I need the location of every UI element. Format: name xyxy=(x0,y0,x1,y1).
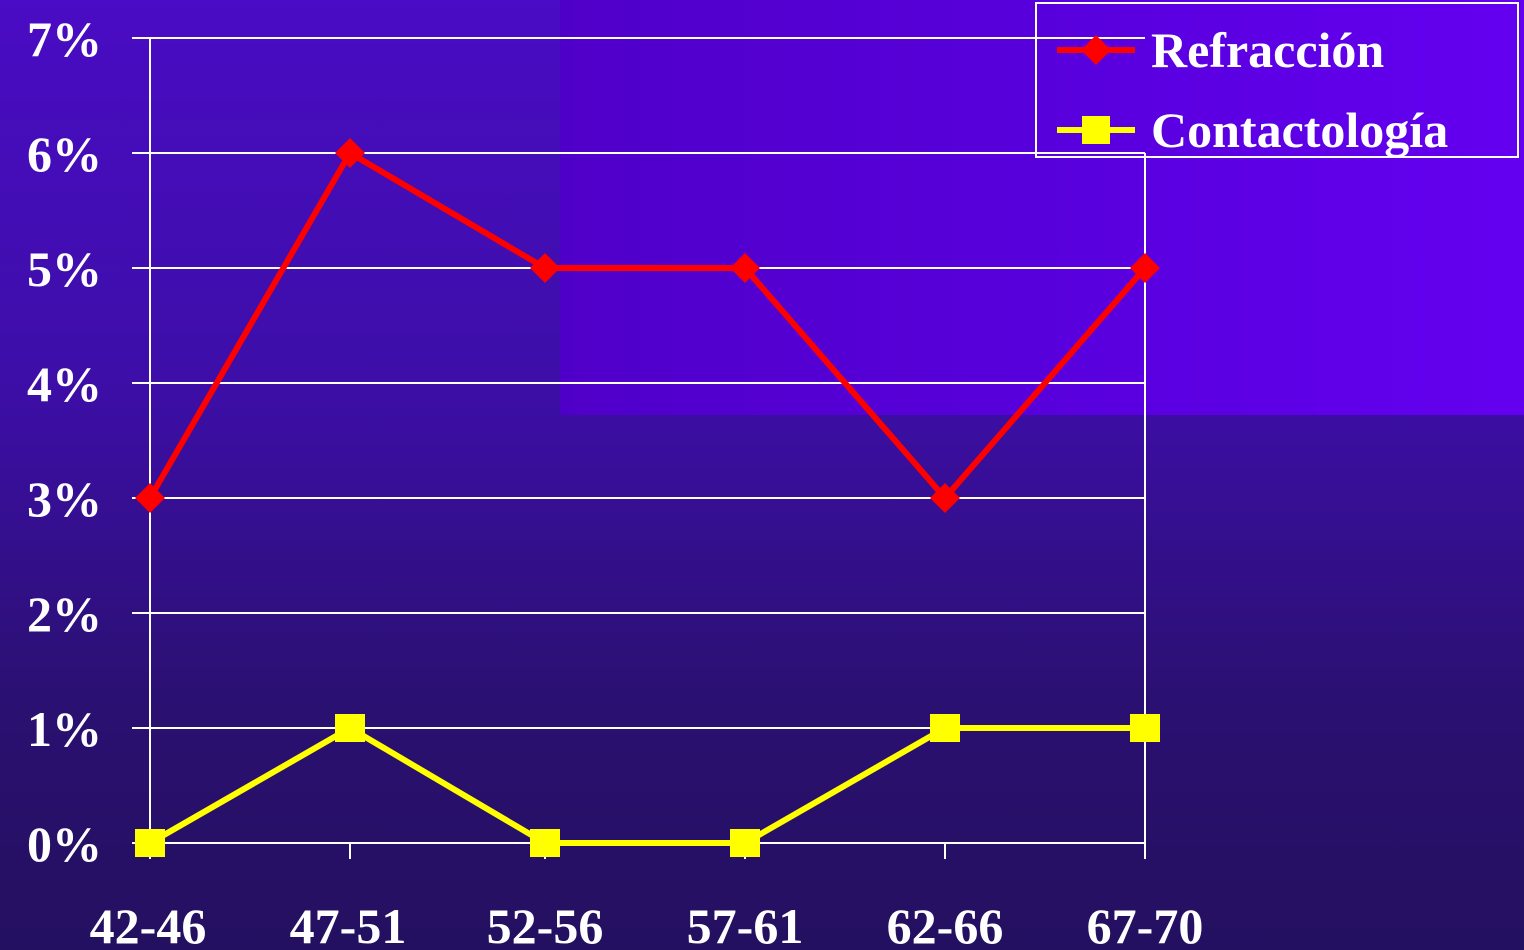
legend-entry-refraccion: Refracción xyxy=(1037,20,1517,80)
axis-layer xyxy=(132,37,1146,859)
x-tick-label: 47-51 xyxy=(290,898,407,950)
x-tick-label: 62-66 xyxy=(887,898,1004,950)
legend-entry-contactologia: Contactología xyxy=(1037,100,1517,160)
data-point-refraccion-2 xyxy=(530,253,560,283)
data-point-refraccion-0 xyxy=(135,483,165,513)
x-tick-label: 57-61 xyxy=(687,898,804,950)
data-point-contactologia-0 xyxy=(135,829,165,857)
data-point-contactologia-2 xyxy=(530,829,560,857)
legend-label-contactologia: Contactología xyxy=(1151,102,1449,158)
y-tick-label: 5% xyxy=(27,241,102,297)
data-point-contactologia-5 xyxy=(1130,714,1160,742)
y-tick-label: 1% xyxy=(27,701,102,757)
y-tick-label: 2% xyxy=(27,586,102,642)
data-point-contactologia-1 xyxy=(335,714,365,742)
y-tick-label: 3% xyxy=(27,471,102,527)
diamond-marker-icon xyxy=(1057,35,1135,65)
series-layer xyxy=(135,138,1160,857)
data-point-refraccion-1 xyxy=(335,138,365,168)
data-point-contactologia-4 xyxy=(930,714,960,742)
series-line-contactologia xyxy=(148,724,1145,846)
x-tick-label: 52-56 xyxy=(487,898,604,950)
y-tick-label: 4% xyxy=(27,356,102,412)
y-tick-label: 6% xyxy=(27,126,102,182)
series-line-refraccion xyxy=(147,148,1148,503)
data-point-refraccion-5 xyxy=(1130,253,1160,283)
square-marker-icon xyxy=(1057,116,1135,144)
legend-label-refraccion: Refracción xyxy=(1151,22,1385,78)
data-point-refraccion-4 xyxy=(930,483,960,513)
legend: Refracción Contactología xyxy=(1035,2,1519,158)
data-point-refraccion-3 xyxy=(730,253,760,283)
x-tick-label: 42-46 xyxy=(90,898,207,950)
data-point-contactologia-3 xyxy=(730,829,760,857)
x-tick-label: 67-70 xyxy=(1087,898,1204,950)
y-tick-label: 7% xyxy=(27,11,102,67)
grid-layer xyxy=(150,37,1145,729)
background-glow xyxy=(560,0,1524,415)
label-layer: 0% 1% 2% 3% 4% 5% 6% 7% 42-46 47-51 52-56 57-61 62-6… xyxy=(27,11,1203,950)
y-tick-label: 0% xyxy=(27,816,102,872)
